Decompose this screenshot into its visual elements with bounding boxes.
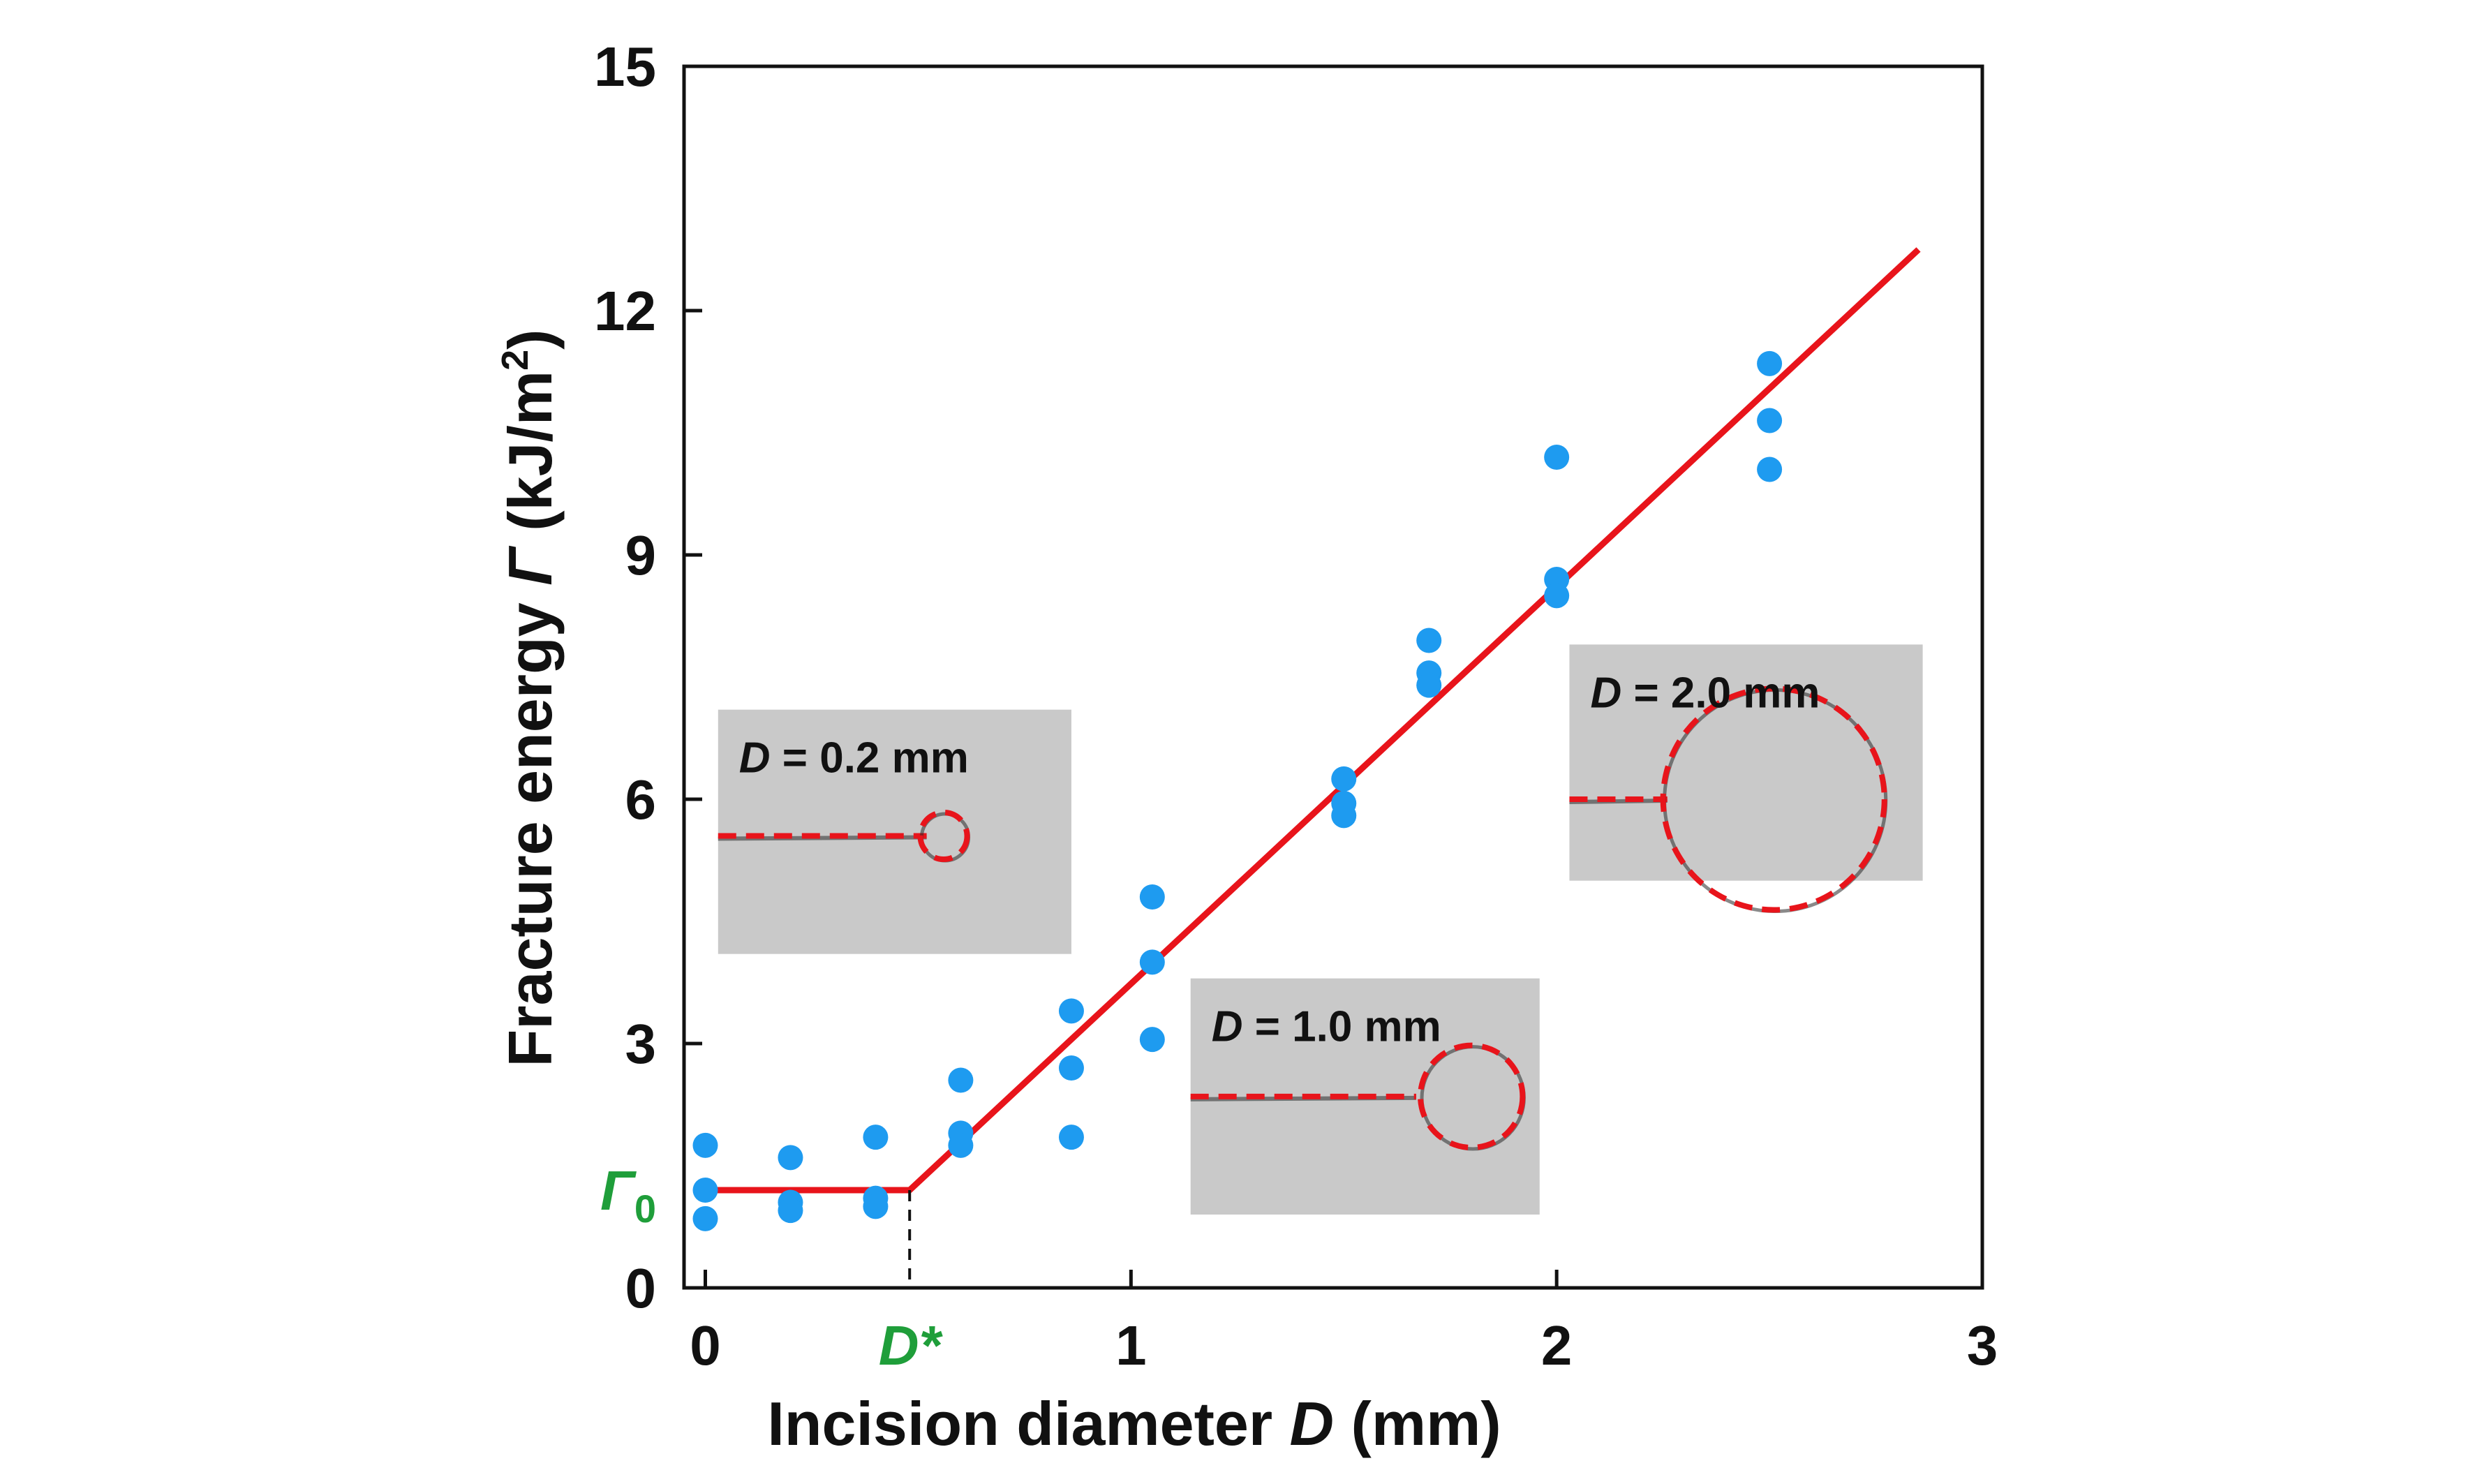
x-tick-label: 3	[1967, 1314, 1998, 1377]
inset-label-value: = 2.0 mm	[1621, 669, 1820, 717]
data-point	[778, 1145, 803, 1171]
y-tick-label: 0	[625, 1257, 657, 1319]
gamma0-label: Γ0	[600, 1159, 656, 1231]
x-tick-label: 0	[690, 1314, 721, 1377]
inset-panel: D = 2.0 mm	[1569, 644, 1923, 914]
x-axis-title: Incision diameter D (mm)	[767, 1389, 1501, 1458]
inset-panel: D = 1.0 mm	[1190, 978, 1540, 1215]
y-axis-title-unit-sup: 2	[494, 350, 536, 371]
inset-label-value: = 0.2 mm	[771, 734, 969, 782]
data-point	[1544, 445, 1570, 470]
y-axis-title-symbol: Γ	[496, 545, 565, 586]
gamma0-subscript: 0	[634, 1187, 656, 1231]
data-point	[1331, 766, 1357, 792]
inset-label: D = 0.2 mm	[739, 734, 969, 782]
inset-panel: D = 0.2 mm	[718, 709, 1071, 954]
d-star-label: D*	[879, 1314, 944, 1377]
data-point	[1757, 350, 1783, 376]
reference-markers: D*Γ0	[600, 1159, 943, 1377]
inset-label-symbol: D	[1590, 669, 1621, 717]
inset-hole	[917, 809, 970, 863]
inset-images: D = 0.2 mmD = 1.0 mmD = 2.0 mm	[718, 644, 1923, 1215]
y-axis-title-unit-pre: (kJ/m	[496, 371, 565, 548]
inset-hole	[1660, 685, 1887, 913]
data-point	[778, 1198, 803, 1224]
data-point	[1058, 1055, 1084, 1081]
x-tick-label: 2	[1541, 1314, 1573, 1377]
data-point	[948, 1132, 974, 1158]
data-point	[1416, 628, 1442, 653]
data-point	[1139, 1027, 1165, 1053]
data-point	[1139, 949, 1165, 975]
data-point	[863, 1125, 889, 1150]
data-point	[1058, 998, 1084, 1024]
y-tick-label: 12	[594, 280, 656, 342]
data-point	[1757, 408, 1783, 433]
inset-label: D = 2.0 mm	[1590, 669, 1820, 717]
inset-label-value: = 1.0 mm	[1242, 1003, 1441, 1051]
y-tick-label: 3	[625, 1013, 657, 1075]
data-point	[692, 1178, 718, 1203]
y-tick-label: 15	[594, 36, 656, 98]
data-point	[692, 1132, 718, 1158]
data-point	[948, 1067, 974, 1093]
plot-frame	[682, 64, 1984, 1290]
axes	[682, 64, 1984, 1290]
y-axis-title-prefix: Fracture energy	[496, 586, 565, 1067]
data-point	[1544, 583, 1570, 609]
data-point	[1416, 672, 1442, 698]
y-tick-label: 9	[625, 524, 657, 586]
y-axis-title-unit-post: )	[496, 329, 565, 350]
inset-hole	[1418, 1042, 1526, 1151]
data-point	[1757, 457, 1783, 482]
x-axis-title-prefix: Incision diameter	[767, 1389, 1289, 1458]
inset-background	[1569, 644, 1923, 881]
gamma0-symbol: Γ	[600, 1159, 637, 1222]
x-axis-title-unit: (mm)	[1334, 1389, 1501, 1458]
inset-label-symbol: D	[1212, 1003, 1243, 1051]
inset-background	[718, 709, 1071, 954]
data-point	[692, 1205, 718, 1231]
inset-label: D = 1.0 mm	[1212, 1003, 1441, 1051]
y-axis-title: Fracture energy Γ (kJ/m2)	[494, 329, 565, 1067]
data-point	[1058, 1125, 1084, 1150]
data-points	[692, 350, 1783, 1231]
inset-label-symbol: D	[739, 734, 771, 782]
x-tick-label: 1	[1115, 1314, 1147, 1377]
data-point	[1139, 884, 1165, 910]
y-tick-label: 6	[625, 769, 657, 831]
data-point	[1331, 803, 1357, 829]
data-point	[863, 1194, 889, 1219]
x-axis-title-symbol: D	[1290, 1389, 1335, 1458]
